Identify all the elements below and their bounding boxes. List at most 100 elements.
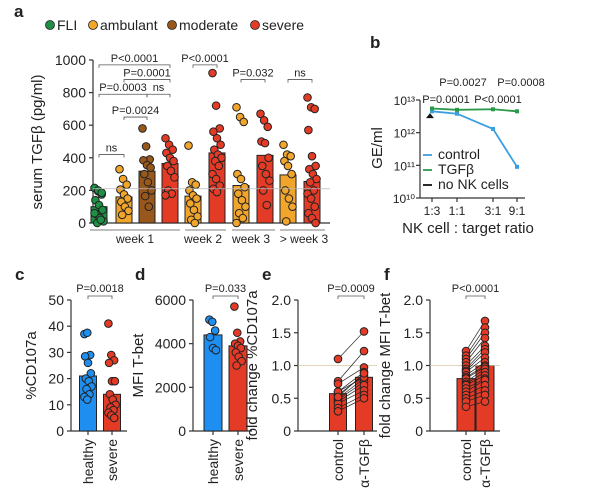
data-point-moderate <box>143 177 153 187</box>
group-label: > week 3 <box>280 232 329 246</box>
data-point-moderate <box>140 169 149 179</box>
data-point-moderate <box>140 191 150 201</box>
x-axis-title: NK cell : target ratio <box>402 220 534 237</box>
data-point-severe <box>212 133 222 143</box>
data-point-ambulant <box>239 117 248 127</box>
data-point-severe <box>262 200 272 210</box>
y-axis-title: fold change MFI T-bet <box>377 292 394 438</box>
data-point-moderate <box>147 186 156 195</box>
data-point-ambulant <box>288 202 297 211</box>
data-point-severe <box>166 166 176 176</box>
data-point-control <box>461 402 471 412</box>
data-point-severe <box>216 140 225 150</box>
data-point-severe <box>305 177 315 187</box>
data-point-α-TGFβ <box>359 346 369 356</box>
significance-bracket <box>98 93 148 98</box>
y-tick-label: 6000 <box>155 292 186 308</box>
p-value-label: P=0.0018 <box>76 283 123 295</box>
y-tick-label: 0 <box>178 423 186 439</box>
y-tick-label: 50 <box>48 292 64 308</box>
y-tick-label: 800 <box>63 85 87 101</box>
data-point-ambulant <box>117 210 127 220</box>
y-tick-label: 10¹³ <box>394 94 415 108</box>
y-tick-label: 2.0 <box>404 292 424 308</box>
significance-bracket <box>465 295 486 299</box>
y-tick-label: 10 <box>48 397 64 413</box>
panel-label-b: b <box>370 33 380 52</box>
x-tick-label: control <box>458 439 474 481</box>
x-tick-label: 1:1 <box>449 204 466 218</box>
y-tick-label: 10¹² <box>394 127 415 141</box>
p-value-label: ns <box>153 82 165 94</box>
data-point-control <box>333 354 343 364</box>
significance-bracket <box>212 295 239 299</box>
x-tick-label: severe <box>104 439 120 481</box>
data-point-ambulant <box>238 213 248 223</box>
data-point-severe <box>169 156 178 166</box>
data-point-severe <box>109 413 119 423</box>
data-point-severe <box>232 328 242 338</box>
p-value-label: P=0.033 <box>205 283 246 295</box>
data-point-TGFβ <box>455 107 459 112</box>
y-tick-label: 1.5 <box>272 325 292 341</box>
data-point-severe <box>260 138 270 148</box>
y-tick-label: 2.0 <box>272 292 292 308</box>
data-point-FLI <box>98 205 107 215</box>
data-point-ambulant <box>191 180 200 189</box>
data-point-ambulant <box>287 169 296 179</box>
p-value-label: P<0.0001 <box>111 53 158 65</box>
y-tick-label: 200 <box>63 182 87 198</box>
y-tick-label: 30 <box>48 344 64 360</box>
no-nk-cells-marker <box>426 113 434 119</box>
x-tick-label: healthy <box>80 439 96 484</box>
data-point-moderate <box>146 163 155 172</box>
y-tick-label: 400 <box>63 150 87 166</box>
paired-line <box>337 376 365 393</box>
paired-line <box>337 394 365 409</box>
p-value-label: ns <box>294 68 306 80</box>
data-point-ambulant <box>124 206 133 216</box>
data-point-TGFβ <box>491 107 495 112</box>
legend-label: ambulant <box>100 17 158 33</box>
data-point-ambulant <box>241 202 250 211</box>
y-tick-label: 1000 <box>55 52 86 68</box>
panel-label-f: f <box>384 265 390 284</box>
significance-bracket <box>146 93 171 98</box>
significance-bracket <box>87 295 113 299</box>
data-point-ambulant <box>115 164 124 174</box>
data-point-ambulant <box>184 141 193 150</box>
data-point-severe <box>264 153 273 163</box>
data-point-ambulant <box>237 195 247 205</box>
significance-bracket <box>192 64 218 68</box>
y-tick-label: 4000 <box>155 336 186 352</box>
y-tick-label: 10¹¹ <box>394 159 415 173</box>
data-point-severe <box>258 186 268 195</box>
x-tick-label: healthy <box>205 439 221 484</box>
data-point-healthy <box>207 317 217 327</box>
data-point-ambulant <box>240 182 249 192</box>
data-point-severe <box>232 361 241 370</box>
paired-line <box>337 381 365 400</box>
legend-label: TGFβ <box>438 161 474 177</box>
data-point-severe <box>306 194 316 203</box>
p-value-label: P=0.0024 <box>112 105 159 117</box>
y-axis-title: GE/ml <box>369 127 386 169</box>
data-point-TGFβ <box>515 109 519 114</box>
x-tick-label: α-TGFβ <box>477 439 493 488</box>
data-point-ambulant <box>281 217 291 226</box>
y-axis-title: fold change %CD107a <box>244 290 261 441</box>
data-point-severe <box>265 176 274 185</box>
data-point-ambulant <box>281 186 290 195</box>
legend-label: moderate <box>179 17 238 33</box>
data-point-moderate <box>138 124 147 133</box>
data-point-control <box>491 126 495 131</box>
y-tick-label: 20 <box>48 371 64 387</box>
data-point-severe <box>310 202 320 211</box>
group-label: week 1 <box>115 232 154 246</box>
y-tick-label: 1.0 <box>272 358 292 374</box>
data-point-control <box>455 111 459 116</box>
legend-marker-0 <box>45 20 55 30</box>
data-point-moderate <box>141 142 151 151</box>
y-axis-title: serum TGFβ (pg/ml) <box>29 74 46 209</box>
